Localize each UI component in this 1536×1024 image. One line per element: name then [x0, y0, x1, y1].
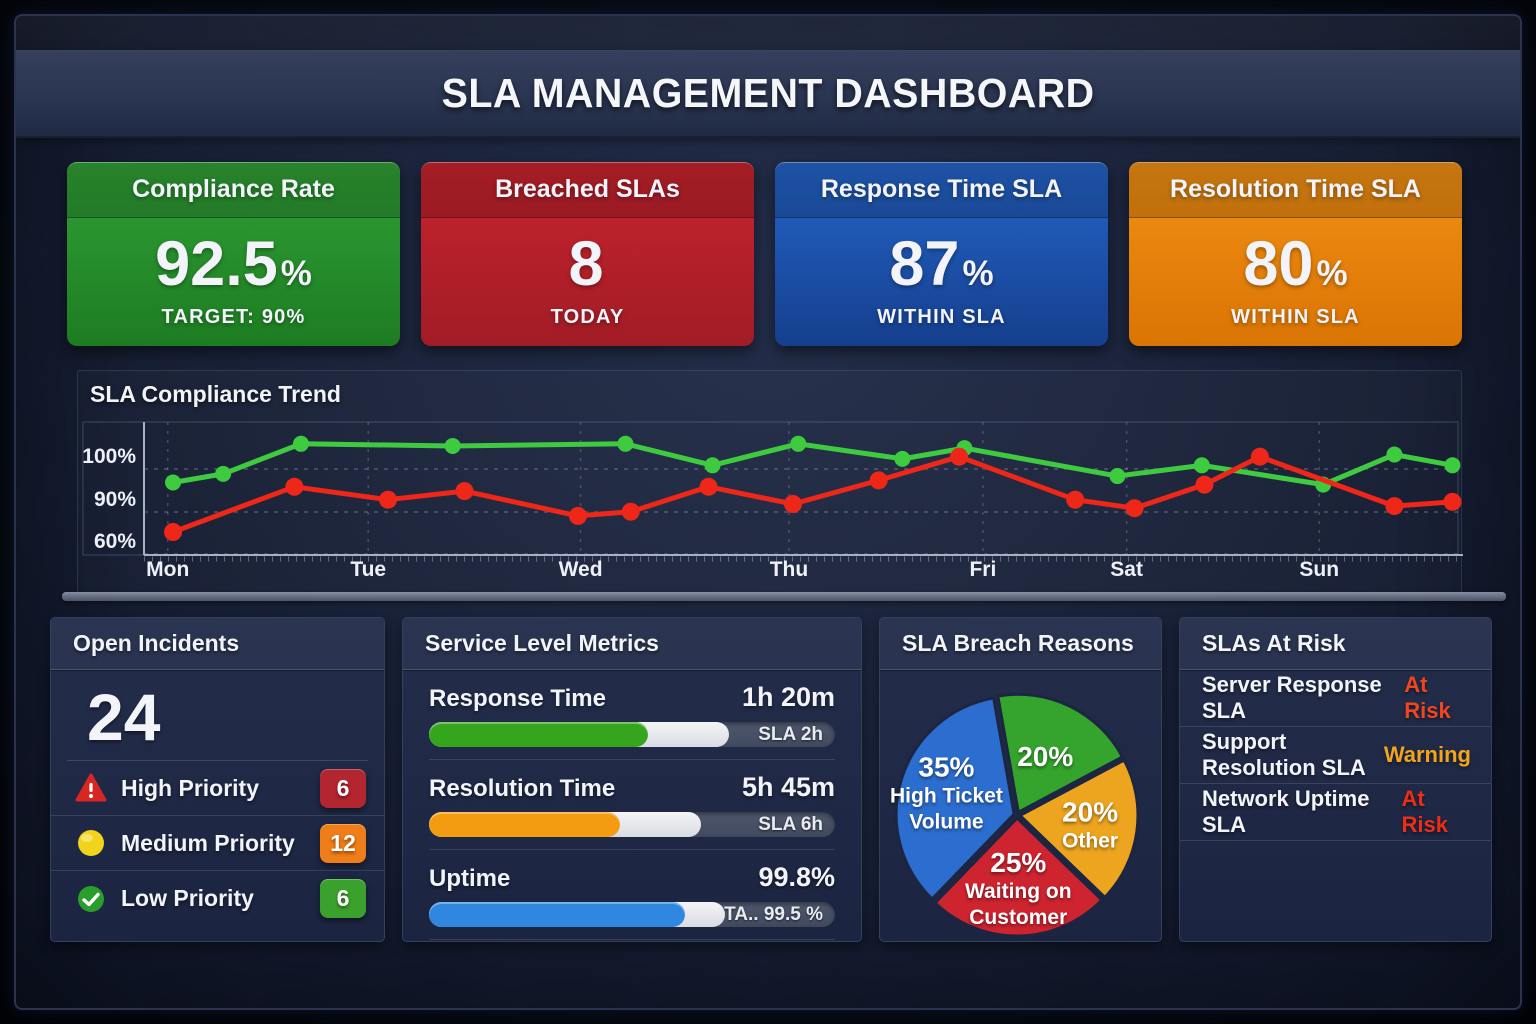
incident-label: Low Priority: [121, 885, 254, 911]
incident-label: Medium Priority: [121, 829, 295, 856]
metric-value: 5h 45m: [741, 772, 835, 802]
risk-row-network-uptime: Network Uptime SLA At Risk: [1180, 784, 1491, 841]
uptime-progress-bar: TA.. 99.5 %: [429, 902, 835, 927]
svg-text:20%: 20%: [1017, 741, 1073, 772]
svg-text:20%Other: 20% Other: [1062, 796, 1118, 852]
open-incidents-panel: Open Incidents 24 High Priority 6 Medium…: [50, 617, 385, 942]
kpi-label: Compliance Rate: [67, 162, 400, 218]
kpi-sublabel: WITHIN SLA: [1231, 306, 1360, 328]
sla-target-label: TA.. 99.5 %: [724, 903, 823, 925]
kpi-number: 87: [889, 228, 960, 299]
low-priority-check-icon: [78, 885, 104, 912]
panel-title: Open Incidents: [51, 618, 384, 670]
kpi-number: 80: [1243, 228, 1314, 299]
sla-name: Server Response SLA: [1202, 672, 1382, 723]
svg-text:60%: 60%: [94, 530, 136, 553]
kpi-value: 80%: [1129, 218, 1462, 306]
kpi-sublabel: TARGET: 90%: [161, 306, 306, 328]
divider: [429, 759, 835, 760]
sla-name: Network Uptime SLA: [1202, 786, 1370, 837]
title-bar: SLA MANAGEMENT DASHBOARD: [16, 50, 1520, 138]
bar-fill: [429, 722, 649, 747]
kpi-card-resolution-time-sla: Resolution Time SLA 80% WITHIN SLA: [1129, 162, 1462, 346]
metric-uptime: Uptime 99.8% TA.. 99.5 %: [403, 850, 861, 927]
medium-priority-dot-icon: [78, 830, 104, 856]
incident-count-badge: 6: [320, 768, 366, 808]
open-incidents-total: 24: [87, 680, 161, 754]
svg-text:Tue: Tue: [350, 558, 386, 581]
svg-text:90%: 90%: [94, 488, 136, 511]
divider: [67, 760, 368, 761]
kpi-card-compliance-rate: Compliance Rate 92.5% TARGET: 90%: [67, 162, 400, 346]
kpi-value: 8: [421, 218, 754, 306]
section-divider: [62, 592, 1506, 601]
risk-row-server-response: Server Response SLA At Risk: [1180, 670, 1491, 727]
svg-text:Sat: Sat: [1110, 558, 1143, 581]
sla-target-label: SLA 2h: [758, 723, 823, 745]
kpi-card-breached-slas: Breached SLAs 8 TODAY: [421, 162, 754, 346]
kpi-card-response-time-sla: Response Time SLA 87% WITHIN SLA: [775, 162, 1108, 346]
bar-fill: [429, 902, 685, 927]
sla-breach-reasons-panel: SLA Breach Reasons 20% 20% Other 25% Waiting…: [879, 617, 1162, 942]
incident-count-badge: 6: [320, 879, 366, 918]
sla-status-badge: At Risk: [1404, 672, 1451, 723]
trend-line-chart: 100% 90% 60% Mon Tue Wed Thu Fri Sat Sun: [82, 421, 1463, 581]
kpi-label: Resolution Time SLA: [1129, 162, 1462, 218]
panel-title: SLA Breach Reasons: [880, 618, 1161, 670]
metric-name: Resolution Time: [429, 775, 616, 802]
service-level-metrics-panel: Service Level Metrics Response Time 1h 2…: [402, 617, 862, 942]
bar-fill: [429, 812, 620, 837]
kpi-label: Breached SLAs: [421, 162, 754, 218]
metric-name: Uptime: [429, 865, 511, 892]
kpi-unit: %: [1316, 253, 1348, 293]
trend-chart-title: SLA Compliance Trend: [90, 381, 341, 407]
risk-row-support-resolution: Support Resolution SLA Warning: [1180, 727, 1491, 784]
metric-name: Response Time: [429, 685, 606, 712]
kpi-unit: %: [280, 253, 312, 293]
incident-label: High Priority: [121, 774, 260, 801]
dashboard-screen: SLA MANAGEMENT DASHBOARD Compliance Rate…: [14, 14, 1522, 1010]
kpi-value: 87%: [775, 218, 1108, 306]
metric-value: 99.8%: [758, 862, 835, 892]
panel-title: Service Level Metrics: [403, 618, 861, 670]
metric-value: 1h 20m: [741, 682, 835, 712]
metric-response-time: Response Time 1h 20m SLA 2h: [403, 670, 861, 747]
kpi-row: Compliance Rate 92.5% TARGET: 90% Breach…: [67, 162, 1462, 346]
sla-compliance-trend-panel: SLA Compliance Trend 100% 90% 60% Mon Tue Wed…: [77, 370, 1463, 594]
incident-row-medium: Medium Priority 12: [51, 816, 384, 871]
incident-row-high: High Priority 6: [51, 761, 384, 816]
incident-row-low: Low Priority 6: [51, 871, 384, 926]
sla-status-badge: At Risk: [1401, 786, 1448, 837]
metric-resolution-time: Resolution Time 5h 45m SLA 6h: [403, 760, 861, 837]
kpi-value: 92.5%: [67, 218, 400, 306]
kpi-number: 8: [568, 228, 604, 299]
sla-name: Support Resolution SLA: [1202, 729, 1366, 780]
divider: [429, 939, 835, 940]
kpi-label: Response Time SLA: [775, 162, 1108, 218]
panel-title: SLAs At Risk: [1180, 618, 1491, 670]
response-time-progress-bar: SLA 2h: [429, 722, 835, 747]
kpi-sublabel: TODAY: [550, 306, 625, 328]
svg-text:Wed: Wed: [559, 558, 603, 581]
svg-text:Sun: Sun: [1299, 558, 1339, 581]
slas-at-risk-panel: SLAs At Risk Server Response SLA At Risk…: [1179, 617, 1492, 942]
svg-text:100%: 100%: [82, 445, 136, 468]
incident-count-badge: 12: [320, 823, 366, 863]
svg-text:Fri: Fri: [969, 558, 996, 581]
kpi-unit: %: [962, 253, 994, 293]
page-title: SLA MANAGEMENT DASHBOARD: [441, 70, 1095, 116]
sla-status-badge: Warning: [1383, 742, 1471, 767]
resolution-time-progress-bar: SLA 6h: [429, 812, 835, 837]
svg-text:Thu: Thu: [770, 558, 808, 581]
svg-text:Mon: Mon: [146, 558, 189, 581]
divider: [429, 849, 835, 850]
warning-triangle-icon: [75, 773, 107, 802]
kpi-number: 92.5: [155, 228, 278, 299]
sla-target-label: SLA 6h: [758, 813, 823, 835]
kpi-sublabel: WITHIN SLA: [877, 306, 1006, 328]
